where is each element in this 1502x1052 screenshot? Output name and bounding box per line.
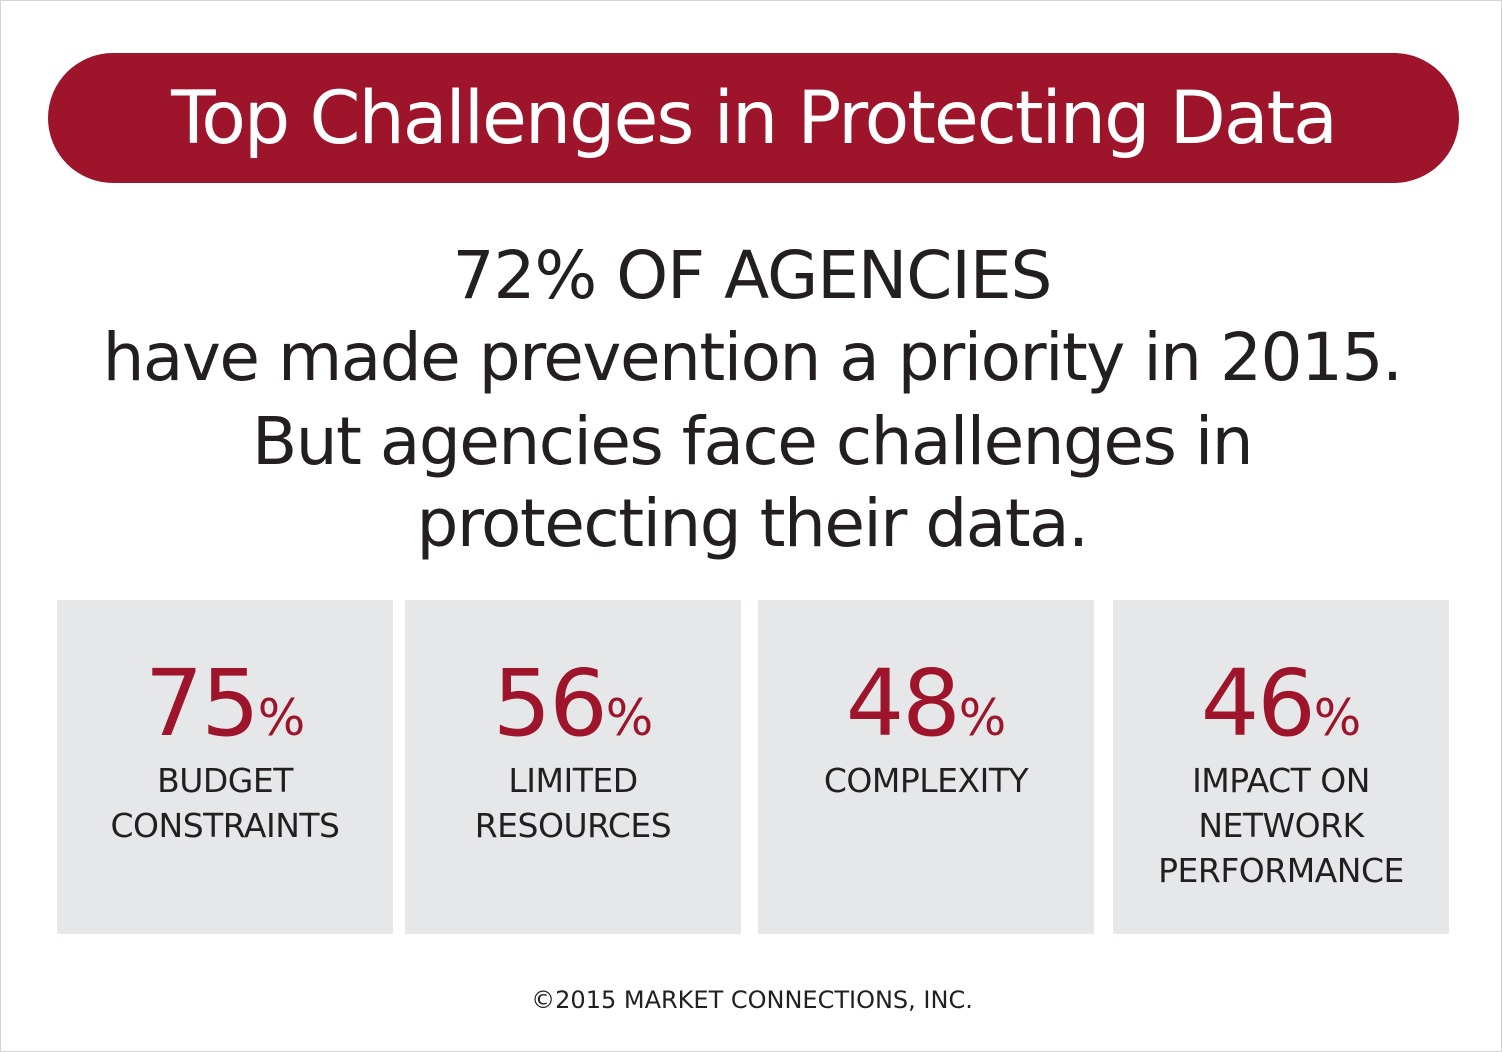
stat-label-line: IMPACT ON — [1192, 761, 1370, 800]
stat-number: 48 — [845, 650, 961, 757]
stat-label: IMPACT ON NETWORK PERFORMANCE — [1113, 758, 1449, 893]
stat-label-line: BUDGET — [157, 761, 293, 800]
stat-box-limited-resources: 56% LIMITED RESOURCES — [405, 600, 741, 934]
stat-label-line: PERFORMANCE — [1158, 851, 1404, 890]
stat-box-complexity: 48% COMPLEXITY — [758, 600, 1094, 934]
stat-box-network-performance: 46% IMPACT ON NETWORK PERFORMANCE — [1113, 600, 1449, 934]
stat-number: 56 — [492, 650, 608, 757]
stat-label-line: LIMITED — [508, 761, 638, 800]
stat-value: 46% — [1113, 658, 1449, 750]
stat-label-line: COMPLEXITY — [823, 761, 1029, 800]
stat-label: BUDGET CONSTRAINTS — [57, 758, 393, 848]
headline-line-1: 72% OF AGENCIES — [452, 237, 1053, 314]
stat-number: 75 — [144, 650, 260, 757]
stat-label: COMPLEXITY — [758, 758, 1094, 803]
stat-box-budget-constraints: 75% BUDGET CONSTRAINTS — [57, 600, 393, 934]
stat-value: 48% — [758, 658, 1094, 750]
stat-label-line: NETWORK — [1198, 806, 1364, 845]
headline-line-4: protecting their data. — [416, 485, 1089, 562]
headline-line-3: But agencies face challenges in — [251, 403, 1254, 480]
title-banner: Top Challenges in Protecting Data — [48, 53, 1459, 183]
headline-line-2: have made prevention a priority in 2015. — [102, 319, 1403, 396]
stat-label: LIMITED RESOURCES — [405, 758, 741, 848]
stat-label-line: CONSTRAINTS — [110, 806, 341, 845]
stat-percent-sign: % — [958, 689, 1007, 747]
stat-percent-sign: % — [1313, 689, 1362, 747]
stat-value: 56% — [405, 658, 741, 750]
page-title: Top Challenges in Protecting Data — [171, 75, 1338, 161]
stat-number: 46 — [1200, 650, 1316, 757]
stat-percent-sign: % — [257, 689, 306, 747]
copyright-footer: ©2015 MARKET CONNECTIONS, INC. — [531, 986, 973, 1014]
stat-percent-sign: % — [605, 689, 654, 747]
stat-value: 75% — [57, 658, 393, 750]
stat-label-line: RESOURCES — [474, 806, 672, 845]
